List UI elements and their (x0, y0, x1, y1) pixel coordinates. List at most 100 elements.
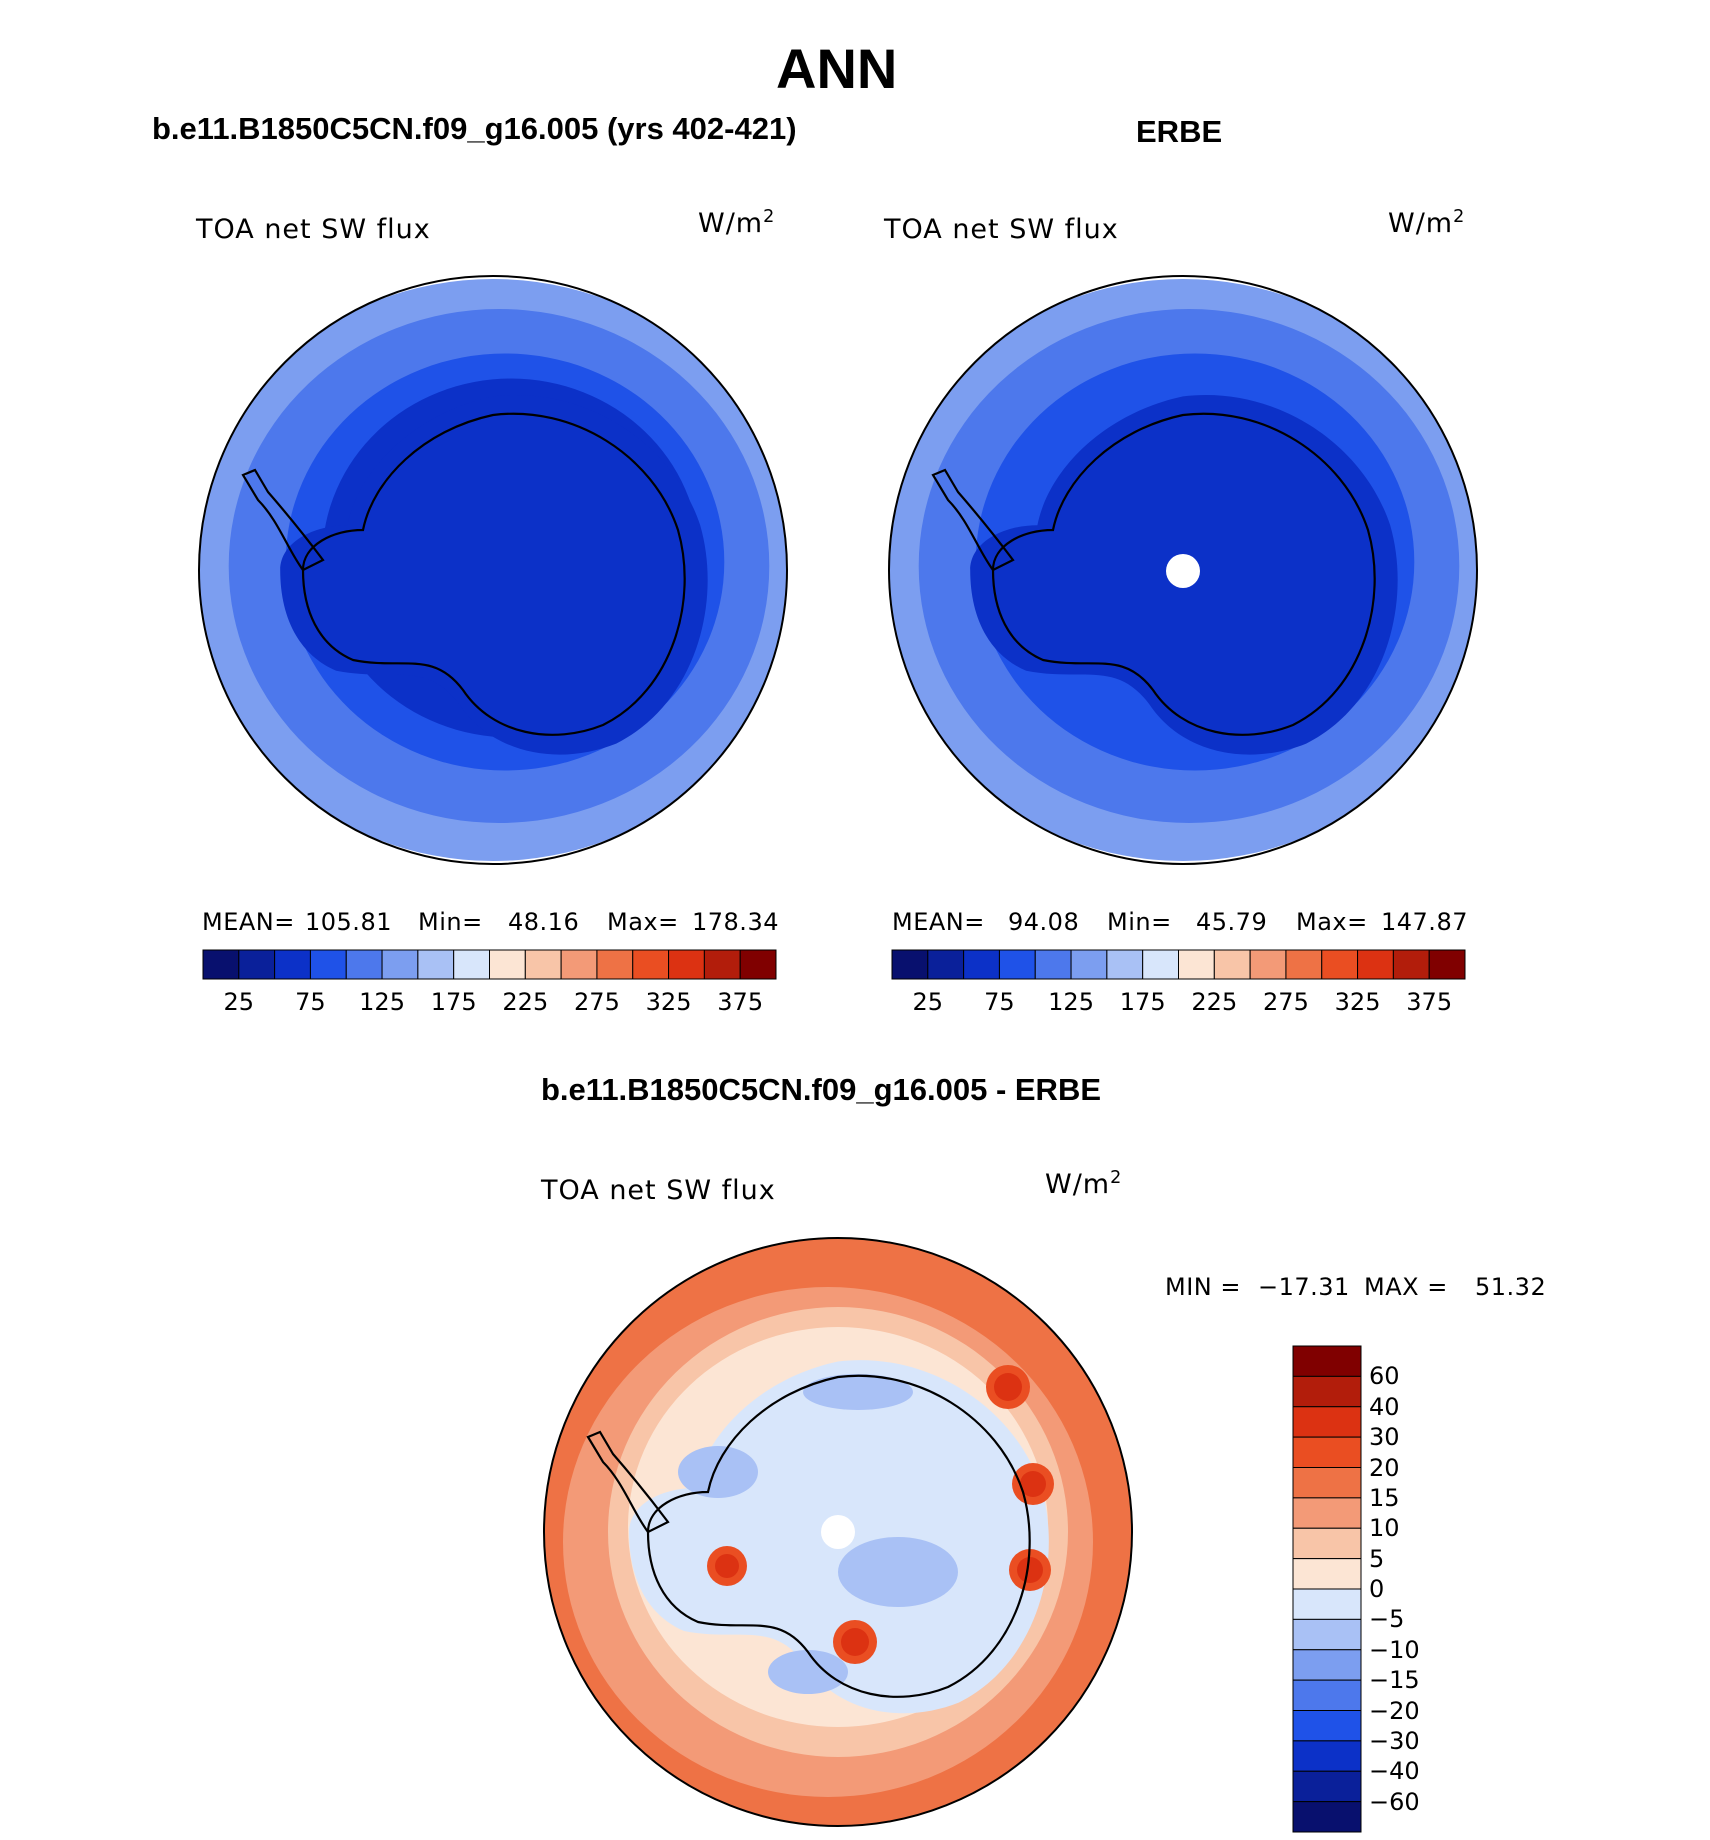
colorbar-tick-label: 5 (1369, 1544, 1385, 1573)
colorbar-swatch (202, 949, 240, 980)
colorbar-swatch (1292, 1406, 1362, 1438)
model-mean-value: 105.81 (305, 908, 392, 936)
colorbar-tick-label: 15 (1369, 1483, 1400, 1512)
colorbar-swatch (963, 949, 1000, 980)
colorbar-tick-label: 125 (1048, 988, 1094, 1016)
colorbar-swatch (1292, 1740, 1362, 1772)
contour-band (838, 1537, 958, 1607)
obs-min-label: Min= (1107, 908, 1172, 936)
colorbar-swatch (560, 949, 598, 980)
colorbar-swatch (1292, 1467, 1362, 1499)
contour-band (803, 1374, 913, 1410)
colorbar-tick-label: 275 (1263, 988, 1309, 1016)
colorbar-swatch (1292, 1375, 1362, 1408)
obs-map (888, 275, 1478, 865)
colorbar-tick-label: 40 (1369, 1392, 1400, 1421)
colorbar-swatch (927, 949, 965, 980)
colorbar-tick-label: 225 (502, 988, 549, 1016)
colorbar-tick-label: 25 (912, 988, 944, 1016)
difference-map (543, 1237, 1133, 1827)
colorbar-swatch (703, 949, 741, 980)
obs-units: W/m2 (1388, 207, 1466, 239)
colorbar-tick-label: −10 (1369, 1635, 1420, 1664)
ice-sheet-fill (280, 394, 708, 755)
colorbar-tick-label: 375 (717, 988, 764, 1016)
colorbar-tick-label: −30 (1369, 1726, 1420, 1755)
colorbar-swatch (1392, 949, 1430, 980)
colorbar-swatch (1292, 1649, 1362, 1681)
colorbar-swatch (632, 949, 670, 980)
colorbar-swatch (1034, 949, 1072, 980)
obs-case-title: ERBE (1136, 114, 1223, 149)
colorbar-swatch (381, 949, 419, 980)
colorbar-swatch (1292, 1497, 1362, 1529)
model-min-label: Min= (418, 908, 483, 936)
colorbar-swatch (489, 949, 526, 980)
diff-min-value: −17.31 (1258, 1273, 1350, 1301)
colorbar-swatch (453, 949, 490, 980)
colorbar-swatch (1357, 949, 1394, 980)
colorbar-tick-label: 275 (574, 988, 620, 1016)
model-mean-label: MEAN= (202, 908, 295, 936)
figure-title: ANN (776, 37, 898, 100)
colorbar-difference (1292, 1345, 1362, 1833)
colorbar-tick-label: 60 (1369, 1362, 1400, 1391)
model-max-label: Max= (607, 908, 679, 936)
diff-max-label: MAX = (1364, 1273, 1448, 1301)
diff-variable-label: TOA net SW flux (541, 1175, 776, 1206)
colorbar-swatch (1249, 949, 1287, 980)
colorbar-swatch (1292, 1679, 1362, 1711)
colorbar-swatch (1292, 1588, 1362, 1620)
colorbar-tick-label: −20 (1369, 1696, 1420, 1725)
anomaly-spot (994, 1373, 1022, 1401)
colorbar-swatch (417, 949, 455, 980)
colorbar-swatch (1292, 1345, 1362, 1377)
anomaly-spot (1017, 1557, 1043, 1583)
map-boundary (543, 1237, 1133, 1827)
model-map (198, 275, 788, 865)
colorbar-swatch (596, 949, 634, 980)
colorbar-tick-label: 225 (1191, 988, 1238, 1016)
colorbar-tick-label: −5 (1369, 1605, 1405, 1634)
colorbar-tick-label: 0 (1369, 1575, 1385, 1603)
colorbar-model (202, 949, 777, 980)
anomaly-spot (715, 1554, 739, 1578)
map-boundary (888, 275, 1478, 865)
colorbar-obs (891, 949, 1466, 980)
colorbar-swatch (739, 949, 777, 980)
pole-hole (821, 1515, 855, 1549)
colorbar-swatch (668, 949, 705, 980)
obs-variable-label: TOA net SW flux (884, 214, 1119, 245)
colorbar-swatch (998, 949, 1036, 980)
model-max-value: 178.34 (692, 908, 779, 936)
model-variable-label: TOA net SW flux (196, 214, 431, 245)
colorbar-swatch (1292, 1558, 1362, 1590)
map-boundary (198, 275, 788, 865)
colorbar-tick-label: −15 (1369, 1666, 1420, 1695)
colorbar-tick-label: 75 (295, 988, 326, 1016)
colorbar-swatch (1292, 1801, 1362, 1833)
colorbar-tick-label: 125 (359, 988, 405, 1016)
colorbar-swatch (1106, 949, 1144, 980)
colorbar-swatch (1213, 949, 1251, 980)
anomaly-spot (1020, 1471, 1046, 1497)
obs-mean-value: 94.08 (1008, 908, 1080, 936)
model-case-title: b.e11.B1850C5CN.f09_g16.005 (yrs 402-421… (152, 111, 797, 146)
colorbar-tick-label: 325 (645, 988, 692, 1016)
colorbar-tick-label: 75 (984, 988, 1015, 1016)
pole-hole (1166, 554, 1200, 588)
colorbar-swatch (1292, 1710, 1362, 1742)
colorbar-tick-label: 175 (1119, 988, 1166, 1016)
diff-min-label: MIN = (1165, 1273, 1241, 1301)
colorbar-swatch (1292, 1436, 1362, 1468)
colorbar-tick-label: −60 (1369, 1787, 1420, 1816)
contour-band (768, 1650, 848, 1694)
colorbar-swatch (524, 949, 562, 980)
colorbar-swatch (345, 949, 383, 980)
diff-max-value: 51.32 (1475, 1273, 1547, 1301)
colorbar-swatch (891, 949, 929, 980)
colorbar-tick-label: 30 (1369, 1423, 1400, 1452)
obs-min-value: 45.79 (1196, 908, 1268, 936)
colorbar-swatch (1285, 949, 1323, 980)
